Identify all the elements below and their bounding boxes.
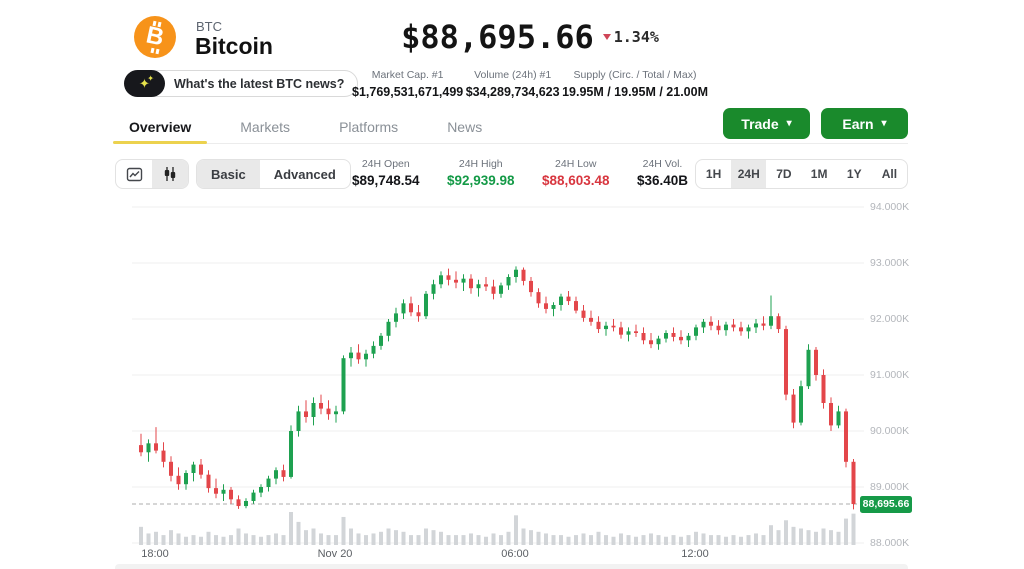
y-axis-label: 93.000K [870,257,910,269]
sparkles-icon: ✦ ✦ [124,70,165,97]
y-axis-label: 89.000K [870,481,910,493]
range-1m[interactable]: 1M [810,167,828,181]
range-1h[interactable]: 1H [705,167,722,181]
caret-down-icon: ▾ [786,117,792,129]
bitcoin-logo-icon: B [134,16,176,58]
x-axis-label: 18:00 [141,548,169,560]
day-stat-value: $36.40B [636,173,688,188]
market-stat-1: Volume (24h) #1 $34,289,734,623 [466,69,560,99]
x-axis-label: 12:00 [681,548,709,560]
range-7d[interactable]: 7D [776,167,792,181]
next-section-edge [115,564,908,569]
earn-button[interactable]: Earn ▾ [821,108,908,139]
coin-name: Bitcoin [195,33,273,59]
range-all[interactable]: All [881,167,898,181]
trade-button[interactable]: Trade ▾ [723,108,810,139]
range-1y[interactable]: 1Y [846,167,862,181]
candlestick-icon [164,167,176,181]
btc-news-prompt-button[interactable]: ✦ ✦ What's the latest BTC news? [124,70,359,97]
day-stat-label: 24H Low [555,158,597,170]
x-axis-label: Nov 20 [317,548,353,560]
chart-mode-toggle: Basic Advanced [196,159,351,189]
caret-down-icon: ▾ [881,117,887,129]
y-axis-label: 92.000K [870,313,910,325]
day-stat-vol: 24H Vol. $36.40B [637,158,688,188]
change-percent: 1.34% [613,28,659,46]
day-stat-label: 24H Open [361,158,410,170]
last-price-tag: 88,695.66 [860,495,912,513]
tab-overview[interactable]: Overview [112,110,208,144]
chart-type-toggle [115,159,189,189]
coin-symbol: BTC [196,19,222,34]
market-stat-2: Supply (Circ. / Total / Max) 19.95M / 19.… [562,69,708,99]
market-stat-value: $34,289,734,623 [465,85,560,99]
y-axis-label: 91.000K [870,369,910,381]
market-stat-0: Market Cap. #1 $1,769,531,671,499 [352,69,463,99]
y-axis-label: 90.000K [870,425,910,437]
line-chart-icon [126,167,142,181]
day-stat-label: 24H High [458,158,503,170]
tab-news[interactable]: News [447,118,483,135]
mode-advanced[interactable]: Advanced [273,166,336,182]
tabs-bar: Overview Markets Platforms News [112,110,908,144]
tab-platforms[interactable]: Platforms [339,118,399,135]
change-down-triangle-icon [602,34,611,40]
y-axis-label: 88.000K [870,537,910,549]
day-stat-high: 24H High $92,939.98 [447,158,515,188]
action-buttons: Trade ▾ Earn ▾ [723,108,908,139]
price-block: $88,695.66 1.34% [360,18,700,56]
market-stat-label: Volume (24h) #1 [474,69,552,81]
mode-basic[interactable]: Basic [197,160,260,188]
day-stat-value: $89,748.54 [352,173,420,188]
line-chart-toggle[interactable] [116,160,152,188]
price-chart[interactable]: 88,695.66 94.000K 93.000K 92.000K 91.000K 90… [0,196,1024,569]
news-prompt-label: What's the latest BTC news? [174,76,345,91]
tab-list: Overview Markets Platforms News [112,110,908,144]
market-stat-label: Market Cap. #1 [371,69,444,81]
candlestick-chart-toggle[interactable] [152,160,188,188]
day-stat-value: $88,603.48 [541,173,610,188]
market-stats-row: Market Cap. #1 $1,769,531,671,499 Volume (… [352,69,708,99]
tab-markets[interactable]: Markets [240,118,291,135]
time-range-selector: 1H 24H 7D 1M 1Y All [695,159,908,189]
day-stat-open: 24H Open $89,748.54 [352,158,420,188]
range-24h[interactable]: 24H [731,160,767,188]
current-price: $88,695.66 [401,18,594,56]
market-stat-label: Supply (Circ. / Total / Max) [573,69,697,81]
market-stat-value: $1,769,531,671,499 [352,85,464,99]
day-stat-label: 24H Vol. [642,158,683,170]
day-stats-row: 24H Open $89,748.54 24H High $92,939.98 24H … [352,158,688,188]
y-axis-label: 94.000K [870,201,910,213]
market-stat-value: 19.95M / 19.95M / 21.00M [562,85,708,99]
day-stat-value: $92,939.98 [446,173,515,188]
day-stat-low: 24H Low $88,603.48 [542,158,610,188]
price-change: 1.34% [602,28,659,46]
x-axis-label: 06:00 [501,548,529,560]
